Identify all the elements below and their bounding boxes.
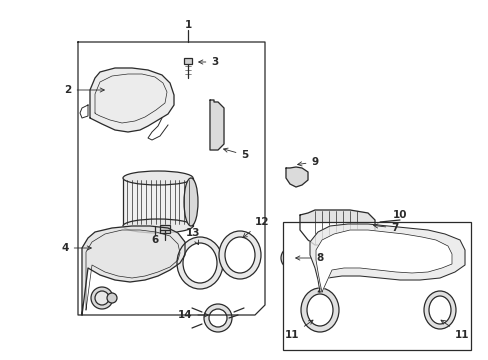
Polygon shape (285, 167, 307, 187)
Text: 4: 4 (61, 243, 91, 253)
Text: 5: 5 (223, 148, 248, 160)
Ellipse shape (95, 291, 109, 305)
Ellipse shape (423, 291, 455, 329)
Ellipse shape (91, 287, 113, 309)
Text: 13: 13 (185, 228, 200, 245)
Text: 11: 11 (284, 320, 312, 340)
Ellipse shape (306, 294, 332, 326)
Bar (183, 58, 192, 64)
Text: 10: 10 (392, 210, 407, 220)
Text: 7: 7 (373, 223, 398, 233)
Ellipse shape (281, 247, 303, 269)
Ellipse shape (107, 293, 117, 303)
Text: 12: 12 (243, 217, 269, 238)
Ellipse shape (219, 231, 261, 279)
Polygon shape (315, 230, 451, 292)
Ellipse shape (224, 237, 254, 273)
Ellipse shape (301, 288, 338, 332)
Text: 3: 3 (198, 57, 218, 67)
Polygon shape (309, 224, 464, 292)
Ellipse shape (123, 171, 193, 185)
Ellipse shape (208, 309, 226, 327)
Bar (160, 225, 170, 233)
Polygon shape (82, 226, 184, 315)
Polygon shape (299, 210, 374, 245)
Text: 1: 1 (184, 20, 191, 30)
Text: 6: 6 (151, 235, 158, 245)
Text: 2: 2 (64, 85, 104, 95)
Ellipse shape (177, 237, 223, 289)
Ellipse shape (183, 178, 198, 226)
Polygon shape (90, 68, 174, 132)
Ellipse shape (428, 296, 450, 324)
Ellipse shape (285, 251, 298, 265)
Text: 14: 14 (177, 310, 208, 320)
Bar (283, 222, 470, 350)
Bar (123, 178, 193, 226)
Text: 11: 11 (440, 320, 468, 340)
Text: 8: 8 (295, 253, 323, 263)
Ellipse shape (183, 243, 217, 283)
Ellipse shape (123, 219, 193, 233)
Ellipse shape (203, 304, 231, 332)
Text: 9: 9 (297, 157, 318, 167)
Polygon shape (209, 100, 224, 150)
